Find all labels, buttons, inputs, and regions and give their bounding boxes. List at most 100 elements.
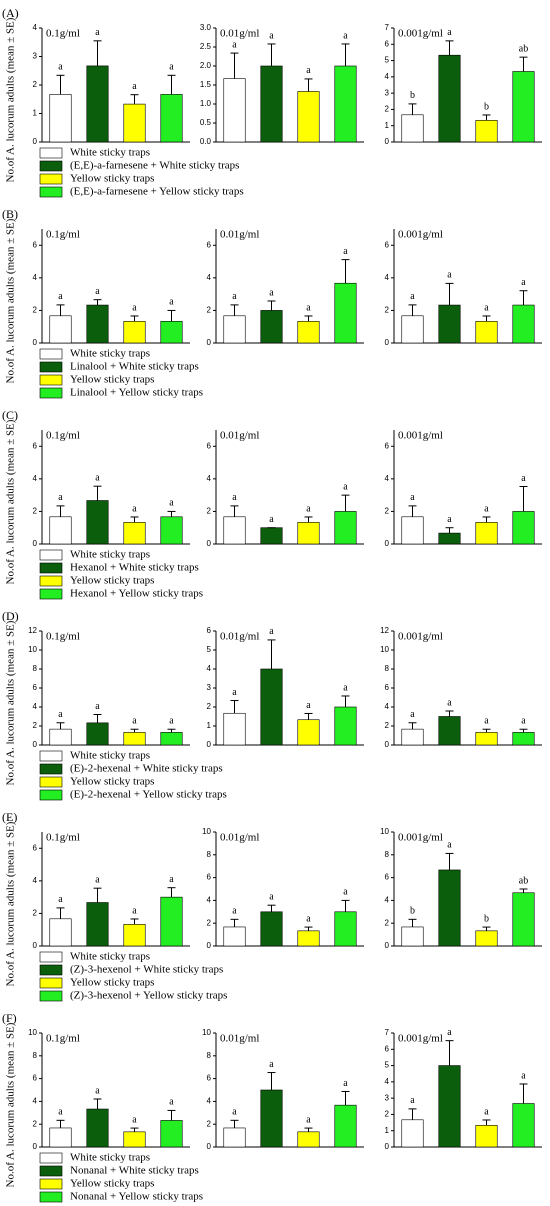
legend-swatch bbox=[39, 575, 63, 587]
subplot-title: 0.01g/ml bbox=[220, 229, 259, 241]
y-tick-label: 4 bbox=[207, 896, 212, 905]
bar bbox=[512, 71, 535, 143]
legend-label: (E)-2-hexenal + Yellow sticky traps bbox=[70, 789, 227, 801]
y-tick-label: 3 bbox=[385, 1093, 390, 1102]
error-bar bbox=[130, 516, 139, 523]
y-tick-label: 10 bbox=[202, 827, 211, 836]
legend-label: (E,E)-a-farnesene + Yellow sticky traps bbox=[70, 186, 244, 198]
significance-letter: a bbox=[169, 297, 174, 308]
bar bbox=[223, 712, 246, 746]
error-bar bbox=[167, 728, 176, 733]
significance-letter: a bbox=[95, 1085, 100, 1096]
significance-letter: a bbox=[410, 709, 415, 720]
legend-swatch bbox=[39, 951, 63, 963]
panel-label: (C) bbox=[2, 408, 18, 422]
panel-label: (D) bbox=[2, 609, 19, 623]
error-bar bbox=[408, 505, 417, 517]
bar bbox=[438, 869, 461, 947]
bar bbox=[86, 304, 109, 344]
error-bar bbox=[304, 78, 313, 92]
y-tick-label: 0 bbox=[33, 338, 38, 347]
y-tick-label: 6 bbox=[207, 1074, 212, 1083]
y-tick-label: 6 bbox=[33, 683, 38, 692]
legend-swatch bbox=[39, 173, 63, 185]
legend-label: (E,E)-a-farnesene + White sticky traps bbox=[70, 160, 239, 172]
error-bar bbox=[230, 505, 239, 517]
error-bar bbox=[130, 728, 139, 733]
legend-label: White sticky traps bbox=[70, 951, 150, 963]
panel-label: (F) bbox=[2, 1011, 17, 1025]
y-tick-label: 4 bbox=[33, 1097, 38, 1106]
error-bar bbox=[56, 1119, 65, 1128]
bar bbox=[260, 527, 283, 545]
error-bar bbox=[341, 899, 350, 912]
error-bar bbox=[93, 299, 102, 306]
y-axis-label: No.of A. lucorum adults (mean ± SE) bbox=[5, 1022, 17, 1187]
y-tick-label: 12 bbox=[380, 626, 389, 635]
error-bar bbox=[519, 728, 528, 733]
y-tick-label: 1.5 bbox=[200, 80, 212, 89]
legend-label: Linalool + White sticky traps bbox=[70, 361, 199, 373]
legend-label: White sticky traps bbox=[70, 147, 150, 159]
significance-letter: a bbox=[410, 492, 415, 503]
subplot-title: 0.001g/ml bbox=[398, 1033, 443, 1045]
y-tick-label: 0 bbox=[33, 1142, 38, 1151]
error-bar bbox=[519, 1083, 528, 1104]
significance-letter: a bbox=[306, 700, 311, 711]
bar bbox=[260, 310, 283, 344]
y-tick-label: 2 bbox=[33, 909, 38, 918]
legend-swatch bbox=[39, 977, 63, 989]
error-bar bbox=[519, 290, 528, 306]
bar bbox=[512, 511, 535, 545]
error-bar bbox=[482, 926, 491, 931]
y-tick-label: 5 bbox=[385, 1061, 390, 1070]
y-tick-label: 0 bbox=[207, 941, 212, 950]
bar bbox=[401, 728, 424, 746]
bar bbox=[160, 732, 183, 746]
y-tick-label: 0.5 bbox=[200, 118, 212, 127]
bar bbox=[297, 91, 320, 143]
y-tick-label: 8 bbox=[385, 664, 390, 673]
y-tick-label: 0 bbox=[33, 740, 38, 749]
significance-letter: a bbox=[58, 1107, 63, 1118]
significance-letter: a bbox=[232, 39, 237, 50]
y-tick-label: 2 bbox=[385, 1110, 390, 1119]
significance-letter: a bbox=[269, 514, 274, 525]
y-tick-label: 0 bbox=[207, 1142, 212, 1151]
subplot-title: 0.01g/ml bbox=[220, 430, 259, 442]
subplot-title: 0.01g/ml bbox=[220, 28, 259, 40]
legend-label: Yellow sticky traps bbox=[70, 776, 154, 788]
y-tick-label: 10 bbox=[380, 645, 389, 654]
error-bar bbox=[341, 695, 350, 707]
legend-label: Hexanol + White sticky traps bbox=[70, 562, 199, 574]
y-tick-label: 2 bbox=[207, 702, 212, 711]
bar bbox=[334, 511, 357, 545]
significance-letter: a bbox=[447, 270, 452, 281]
y-tick-label: 3 bbox=[207, 683, 212, 692]
bar bbox=[475, 732, 498, 746]
error-bar bbox=[93, 40, 102, 66]
bar bbox=[297, 321, 320, 344]
y-tick-label: 12 bbox=[28, 626, 37, 635]
error-bar bbox=[304, 926, 313, 931]
significance-letter: a bbox=[343, 887, 348, 898]
significance-letter: a bbox=[521, 277, 526, 288]
y-axis-label: No.of A. lucorum adults (mean ± SE) bbox=[5, 419, 17, 584]
y-tick-label: 2.5 bbox=[200, 42, 212, 51]
error-bar bbox=[341, 1090, 350, 1106]
y-tick-label: 0.0 bbox=[200, 137, 212, 146]
legend-swatch bbox=[39, 750, 63, 762]
significance-letter: a bbox=[269, 891, 274, 902]
error-bar bbox=[230, 1119, 239, 1128]
bar bbox=[260, 1089, 283, 1148]
error-bar bbox=[482, 516, 491, 523]
legend-swatch bbox=[39, 1178, 63, 1190]
significance-letter: a bbox=[269, 626, 274, 637]
bar bbox=[260, 668, 283, 746]
y-tick-label: 2 bbox=[385, 918, 390, 927]
legend-swatch bbox=[39, 990, 63, 1002]
error-bar bbox=[93, 887, 102, 903]
significance-letter: a bbox=[132, 905, 137, 916]
y-tick-label: 2 bbox=[207, 1119, 212, 1128]
significance-letter: a bbox=[410, 291, 415, 302]
